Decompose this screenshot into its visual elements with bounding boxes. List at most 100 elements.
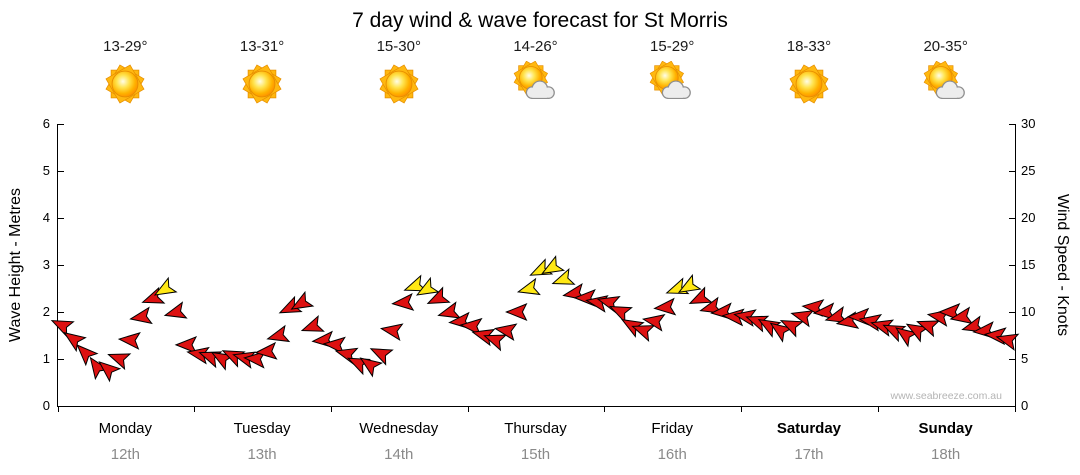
wind-arrow bbox=[300, 314, 325, 332]
left-axis-tick-label: 3 bbox=[42, 257, 50, 272]
wind-arrow bbox=[812, 302, 836, 321]
day-name-label: Wednesday bbox=[359, 420, 439, 437]
wind-arrow bbox=[98, 361, 122, 383]
day-date-label: 14th bbox=[384, 446, 414, 463]
left-axis-tick-label: 0 bbox=[42, 398, 50, 413]
wind-arrow bbox=[516, 277, 541, 296]
day-name-label: Monday bbox=[98, 420, 153, 437]
right-axis-tick-label: 10 bbox=[1021, 304, 1036, 319]
right-axis-tick-label: 5 bbox=[1021, 351, 1029, 366]
left-axis-tick bbox=[58, 217, 64, 219]
wind-arrow bbox=[493, 323, 518, 342]
day-temp-label: 18-33° bbox=[786, 38, 832, 55]
day-date-label: 15th bbox=[520, 446, 551, 463]
left-axis-tick bbox=[58, 170, 64, 172]
page-title: 7 day wind & wave forecast for St Morris bbox=[352, 9, 728, 32]
wind-arrow bbox=[266, 324, 291, 343]
day-name-label: Tuesday bbox=[233, 420, 291, 437]
right-axis-tick-label: 20 bbox=[1021, 210, 1036, 225]
sun-cloud-icon bbox=[649, 60, 695, 107]
right-axis-tick-label: 15 bbox=[1021, 257, 1036, 272]
wind-arrow bbox=[391, 292, 415, 311]
wind-arrow bbox=[322, 336, 346, 355]
sun-icon bbox=[102, 61, 148, 107]
left-axis-label: Wave Height - Metres bbox=[7, 187, 24, 343]
sun-cloud-icon bbox=[513, 60, 559, 107]
day-date-label: 17th bbox=[794, 446, 824, 463]
sun-cloud-icon bbox=[923, 60, 969, 107]
wind-arrow bbox=[290, 290, 315, 310]
day-name-label: Saturday bbox=[776, 420, 842, 437]
wind-arrow bbox=[141, 286, 166, 304]
wind-arrow bbox=[107, 353, 132, 371]
wind-arrow bbox=[369, 348, 394, 366]
day-temp-label: 13-31° bbox=[239, 38, 285, 55]
day-temp-label: 13-29° bbox=[103, 38, 148, 55]
day-boundary-tick bbox=[604, 406, 606, 412]
wind-arrow bbox=[608, 305, 633, 324]
right-axis-tick-label: 0 bbox=[1021, 398, 1029, 413]
sun-icon bbox=[786, 61, 832, 107]
sun-icon bbox=[376, 61, 422, 107]
day-boundary-tick bbox=[330, 406, 332, 412]
day-boundary-tick bbox=[741, 406, 743, 412]
left-axis-tick-label: 1 bbox=[42, 351, 50, 366]
left-axis-tick bbox=[58, 358, 64, 360]
wind-arrow-plot bbox=[50, 255, 1020, 383]
day-name-label: Sunday bbox=[918, 420, 973, 437]
wind-arrow bbox=[505, 303, 528, 321]
chart-plot-area bbox=[50, 123, 1020, 412]
wind-arrow bbox=[677, 273, 702, 293]
day-boundary-tick bbox=[467, 406, 469, 412]
wind-arrow bbox=[415, 276, 440, 296]
day-name-label: Friday bbox=[651, 420, 694, 437]
wind-arrow bbox=[403, 274, 428, 292]
wind-arrow bbox=[779, 320, 804, 338]
right-axis-tick bbox=[1009, 264, 1015, 266]
left-axis-tick-label: 6 bbox=[42, 116, 50, 131]
watermark-text: www.seabreeze.com.au bbox=[890, 390, 1002, 402]
wind-arrow bbox=[631, 325, 656, 342]
sun-icon bbox=[239, 61, 285, 107]
day-temp-label: 14-26° bbox=[513, 38, 558, 55]
left-axis-tick-label: 2 bbox=[42, 304, 50, 319]
wind-arrow bbox=[153, 276, 178, 296]
right-axis-tick bbox=[1009, 217, 1015, 219]
day-date-label: 13th bbox=[247, 446, 277, 463]
left-axis-tick bbox=[58, 311, 64, 313]
wind-arrow bbox=[129, 306, 153, 325]
wind-arrow bbox=[895, 327, 919, 348]
right-axis-tick-label: 30 bbox=[1021, 116, 1036, 131]
wind-arrow bbox=[379, 323, 404, 342]
right-axis-label: Wind Speed - Knots bbox=[1054, 193, 1071, 337]
day-temp-label: 20-35° bbox=[923, 38, 968, 55]
day-date-label: 12th bbox=[110, 446, 140, 463]
left-axis-tick bbox=[58, 123, 64, 125]
wind-arrow bbox=[769, 322, 794, 343]
wind-arrow bbox=[63, 331, 87, 353]
right-axis-tick bbox=[1009, 311, 1015, 313]
right-axis-tick bbox=[1009, 123, 1015, 125]
left-axis-tick-label: 4 bbox=[42, 210, 50, 225]
wind-arrow bbox=[426, 286, 451, 304]
wind-arrow bbox=[254, 341, 278, 360]
wind-arrow bbox=[163, 301, 188, 319]
wind-arrow bbox=[483, 334, 508, 352]
wind-arrow bbox=[551, 267, 576, 285]
wind-arrow bbox=[174, 335, 198, 354]
day-boundary-tick bbox=[194, 406, 196, 412]
day-boundary-tick bbox=[57, 406, 59, 412]
wind-arrow bbox=[459, 317, 483, 336]
wind-arrow bbox=[359, 357, 384, 378]
wind-arrow bbox=[905, 323, 930, 343]
day-name-label: Thursday bbox=[504, 420, 567, 437]
wind-arrow bbox=[653, 297, 677, 316]
day-boundary-tick bbox=[1014, 406, 1016, 412]
wind-arrow bbox=[117, 331, 141, 350]
wind-arrow bbox=[949, 306, 974, 325]
left-axis-tick bbox=[58, 264, 64, 266]
day-temp-label: 15-30° bbox=[376, 38, 421, 55]
wind-arrow bbox=[790, 310, 815, 328]
wind-arrow bbox=[641, 313, 666, 332]
right-axis-tick bbox=[1009, 358, 1015, 360]
